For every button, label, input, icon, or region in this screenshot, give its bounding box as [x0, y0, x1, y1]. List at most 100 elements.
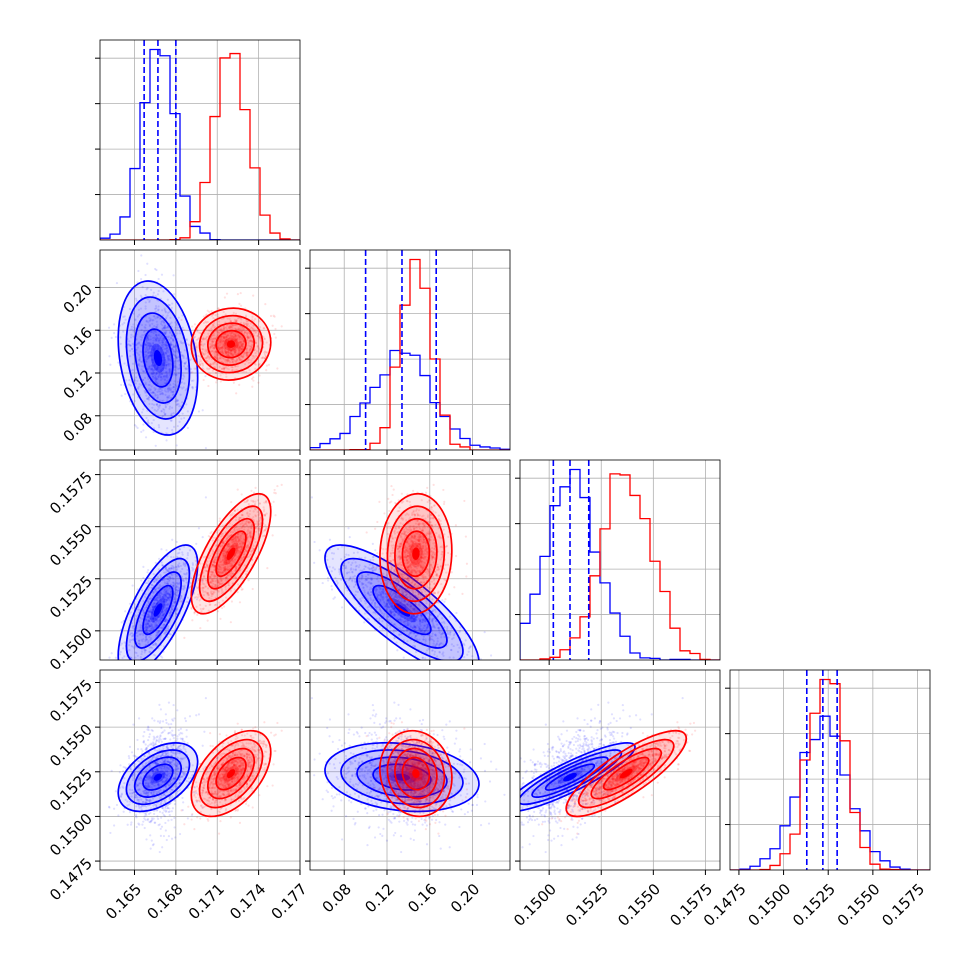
- scatter-point: [246, 320, 249, 323]
- scatter-point: [152, 345, 155, 348]
- scatter-point: [164, 590, 167, 594]
- scatter-point: [167, 396, 171, 399]
- scatter-point: [144, 301, 147, 304]
- scatter-point: [144, 305, 147, 308]
- scatter-point: [132, 330, 135, 333]
- scatter-point: [158, 371, 161, 374]
- scatter-point: [222, 367, 225, 370]
- scatter-point: [162, 362, 165, 365]
- scatter-point: [152, 375, 155, 378]
- scatter-point: [140, 365, 144, 368]
- scatter-point: [229, 334, 232, 337]
- scatter-point: [250, 326, 253, 329]
- scatter-point: [234, 350, 237, 353]
- scatter-point: [229, 331, 232, 334]
- scatter-point: [146, 356, 150, 359]
- scatter-point: [131, 634, 134, 637]
- scatter-point: [206, 320, 209, 324]
- scatter-point: [159, 626, 162, 629]
- scatter-point: [166, 325, 169, 329]
- scatter-point: [150, 330, 154, 334]
- scatter-point: [156, 377, 159, 381]
- scatter-point: [174, 344, 178, 347]
- scatter-point: [209, 342, 212, 346]
- scatter-point: [225, 334, 229, 337]
- scatter-point: [247, 344, 250, 347]
- scatter-point: [159, 390, 162, 393]
- scatter-point: [212, 337, 215, 340]
- scatter-point: [160, 344, 163, 347]
- scatter-point: [179, 386, 182, 389]
- scatter-point: [244, 352, 248, 355]
- scatter-point: [211, 323, 214, 326]
- scatter-point: [249, 322, 252, 325]
- scatter-point: [154, 598, 157, 601]
- scatter-point: [234, 351, 237, 354]
- scatter-point: [121, 662, 123, 664]
- scatter-point: [123, 362, 126, 365]
- scatter-point: [180, 318, 183, 322]
- scatter-point: [148, 347, 151, 350]
- scatter-point: [214, 337, 217, 340]
- scatter-point: [225, 336, 229, 339]
- scatter-point: [225, 292, 229, 295]
- scatter-point: [135, 651, 138, 655]
- scatter-point: [164, 326, 167, 329]
- scatter-point: [148, 341, 151, 345]
- scatter-point: [201, 348, 204, 351]
- scatter-point: [165, 363, 168, 366]
- scatter-point: [189, 371, 193, 374]
- scatter-point: [214, 350, 217, 353]
- scatter-point: [173, 346, 176, 349]
- scatter-point: [204, 337, 208, 340]
- scatter-point: [165, 594, 168, 597]
- scatter-point: [246, 351, 249, 354]
- scatter-point: [242, 342, 245, 345]
- scatter-point: [149, 367, 152, 370]
- scatter-point: [171, 608, 174, 611]
- scatter-point: [166, 396, 170, 399]
- scatter-point: [259, 340, 262, 343]
- scatter-point: [176, 332, 179, 335]
- scatter-point: [149, 351, 152, 354]
- scatter-point: [154, 378, 157, 381]
- scatter-point: [224, 360, 227, 363]
- scatter-point: [201, 409, 204, 412]
- scatter-point: [166, 596, 169, 600]
- scatter-point: [185, 403, 188, 406]
- scatter-point: [158, 404, 161, 408]
- scatter-point: [234, 319, 238, 323]
- scatter-point: [148, 650, 151, 653]
- scatter-point: [160, 335, 163, 338]
- scatter-point: [247, 351, 250, 354]
- scatter-point: [123, 674, 125, 676]
- scatter-point: [241, 338, 244, 341]
- scatter-point: [220, 328, 223, 331]
- scatter-point: [155, 368, 158, 371]
- scatter-point: [136, 674, 138, 676]
- scatter-point: [151, 606, 155, 609]
- scatter-point: [204, 348, 207, 351]
- scatter-point: [242, 340, 245, 343]
- scatter-point: [256, 350, 259, 353]
- scatter-point: [141, 334, 144, 337]
- scatter-point: [178, 332, 182, 335]
- scatter-point: [231, 335, 234, 338]
- scatter-point: [261, 356, 265, 359]
- scatter-point: [165, 345, 168, 348]
- scatter-point: [160, 389, 164, 392]
- scatter-point: [218, 520, 221, 523]
- scatter-point: [129, 678, 131, 680]
- scatter-point: [221, 367, 224, 370]
- scatter-point: [178, 414, 181, 417]
- scatter-point: [249, 334, 252, 338]
- scatter-point: [195, 344, 198, 347]
- scatter-point: [162, 364, 165, 367]
- scatter-point: [442, 667, 444, 669]
- scatter-point: [151, 364, 154, 367]
- scatter-point: [240, 343, 243, 347]
- scatter-point: [211, 346, 215, 349]
- scatter-point: [193, 323, 197, 326]
- scatter-point: [161, 392, 164, 395]
- scatter-point: [181, 326, 184, 329]
